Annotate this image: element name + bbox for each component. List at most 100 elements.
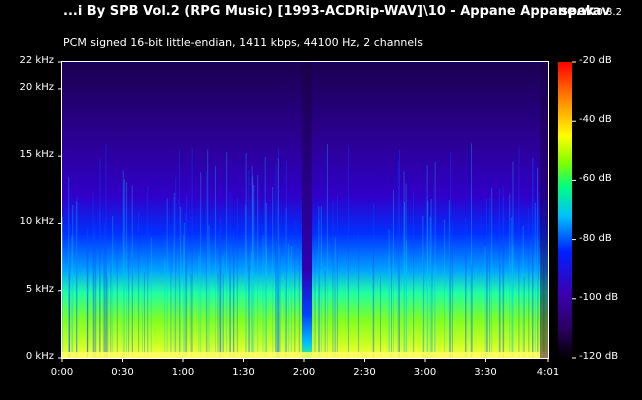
spectrogram-streak <box>298 253 300 358</box>
spectrogram-streak <box>279 226 281 358</box>
spectrogram-streak <box>257 175 259 358</box>
spectrogram-streak <box>489 197 491 358</box>
spectrogram-streak <box>236 198 238 358</box>
spectrogram-streak <box>484 246 486 358</box>
spectrogram-streak <box>233 234 235 358</box>
spectrogram-streak <box>334 237 336 358</box>
spectrogram-end-fade <box>540 62 548 358</box>
spectrogram-streak <box>131 185 133 358</box>
spectrogram-streak <box>191 148 193 358</box>
y-tick-label: 0 kHz <box>25 351 54 362</box>
spectrogram-streak <box>264 156 266 358</box>
plot-frame <box>61 61 549 359</box>
spectrogram-streak <box>413 192 415 358</box>
spectrogram-streak <box>103 222 105 358</box>
spectrogram-streak <box>471 143 473 358</box>
spectrogram-streak <box>522 225 524 358</box>
plot-border <box>61 61 549 359</box>
spectrogram-image <box>62 62 548 358</box>
spectrogram-streak <box>147 186 149 358</box>
x-tick-label: 1:00 <box>171 367 195 378</box>
spectrogram-streak <box>245 204 247 358</box>
spectrogram-streak <box>471 257 473 358</box>
spectrogram-streak <box>277 203 279 358</box>
spectrogram-streak <box>252 176 254 358</box>
spectrogram-streak <box>170 224 172 358</box>
spectrogram-streak <box>95 252 97 358</box>
spectrogram-streak <box>502 186 504 358</box>
spectrogram-streak <box>334 261 336 358</box>
spectrogram-streak <box>403 171 405 358</box>
spectrogram-streak <box>388 256 390 358</box>
spectrogram-streak <box>287 243 289 358</box>
spectrogram-streak <box>122 170 124 358</box>
spectrogram-streak <box>76 205 78 358</box>
spectrogram-streak <box>491 187 493 358</box>
spectrogram-streak <box>183 235 185 358</box>
spectrogram-streak <box>198 254 200 358</box>
spectrogram-streak <box>275 241 277 358</box>
spectrogram-streak <box>112 216 114 358</box>
spectrogram-quiet-section <box>301 62 313 358</box>
spectrogram-streak <box>207 149 209 358</box>
spectrogram-streak <box>347 147 349 358</box>
spectrogram-streak <box>69 259 71 358</box>
spectrogram-streak <box>511 216 513 358</box>
spectrogram-streak <box>138 212 140 358</box>
spectrogram-streak <box>251 166 253 358</box>
spectrogram-streak <box>110 265 112 358</box>
spectrogram-streak <box>509 193 511 358</box>
x-tick-label: 0:00 <box>50 367 74 378</box>
spectrogram-streak <box>277 209 279 358</box>
x-tick-label: 3:30 <box>474 367 497 378</box>
spectrogram-streak <box>470 264 472 358</box>
spectrogram-streak <box>499 263 501 358</box>
x-tick-label: 1:30 <box>232 367 255 378</box>
spectrogram-streak <box>326 144 328 358</box>
audio-info: PCM signed 16-bit little-endian, 1411 kb… <box>63 36 423 49</box>
spectrogram-streak <box>314 245 316 358</box>
spectrogram-streak <box>86 229 88 358</box>
axes <box>58 61 549 362</box>
spectrogram-streak <box>87 239 89 358</box>
spectrogram-streak <box>76 196 78 358</box>
spectrogram-streak <box>166 198 168 358</box>
spectrogram-streak <box>175 177 177 358</box>
spectrogram-streak <box>68 244 70 358</box>
y-tick-label: 22 kHz <box>19 55 54 66</box>
spectrogram-streak <box>262 235 264 358</box>
spectrogram-streak <box>245 153 247 358</box>
spectrogram-streak <box>422 215 424 358</box>
spectrogram-streak <box>503 196 505 358</box>
spectrogram-streak <box>512 245 514 358</box>
spectrogram-streak <box>431 249 433 358</box>
spectrogram-streak <box>99 158 101 358</box>
spectrogram-streak <box>107 277 109 358</box>
spectrogram-streak <box>71 235 73 358</box>
spectrogram-streak <box>388 229 390 358</box>
spectrogram-streak <box>278 245 280 358</box>
spectrogram-streak <box>294 221 296 358</box>
spectrogram-streak <box>190 273 192 358</box>
spectrogram-streak <box>99 210 101 358</box>
spectrogram-streak <box>128 247 130 358</box>
spectrogram-streak <box>220 269 222 358</box>
spectrogram-streak <box>318 220 320 358</box>
y-tick-label: 15 kHz <box>19 149 54 161</box>
x-tick-label: 0:30 <box>111 367 134 378</box>
spectrogram-streak <box>164 259 166 358</box>
spectrogram-streak <box>285 160 287 358</box>
colorbar-tick-label: -120 dB <box>579 351 619 362</box>
spectrogram-streak <box>372 241 374 358</box>
spectrogram-streak <box>248 170 250 358</box>
colorbar-tick-label: -100 dB <box>579 291 619 303</box>
spectrogram-streak <box>277 148 279 358</box>
spectrogram-streak <box>229 246 231 358</box>
spectrogram-streak <box>208 225 210 358</box>
spectrogram-streak <box>426 164 428 358</box>
spectrogram-streak <box>87 227 89 358</box>
spectrogram-streak <box>427 200 429 358</box>
spectrogram-streak <box>358 232 360 358</box>
spectrogram-streak <box>448 200 450 358</box>
